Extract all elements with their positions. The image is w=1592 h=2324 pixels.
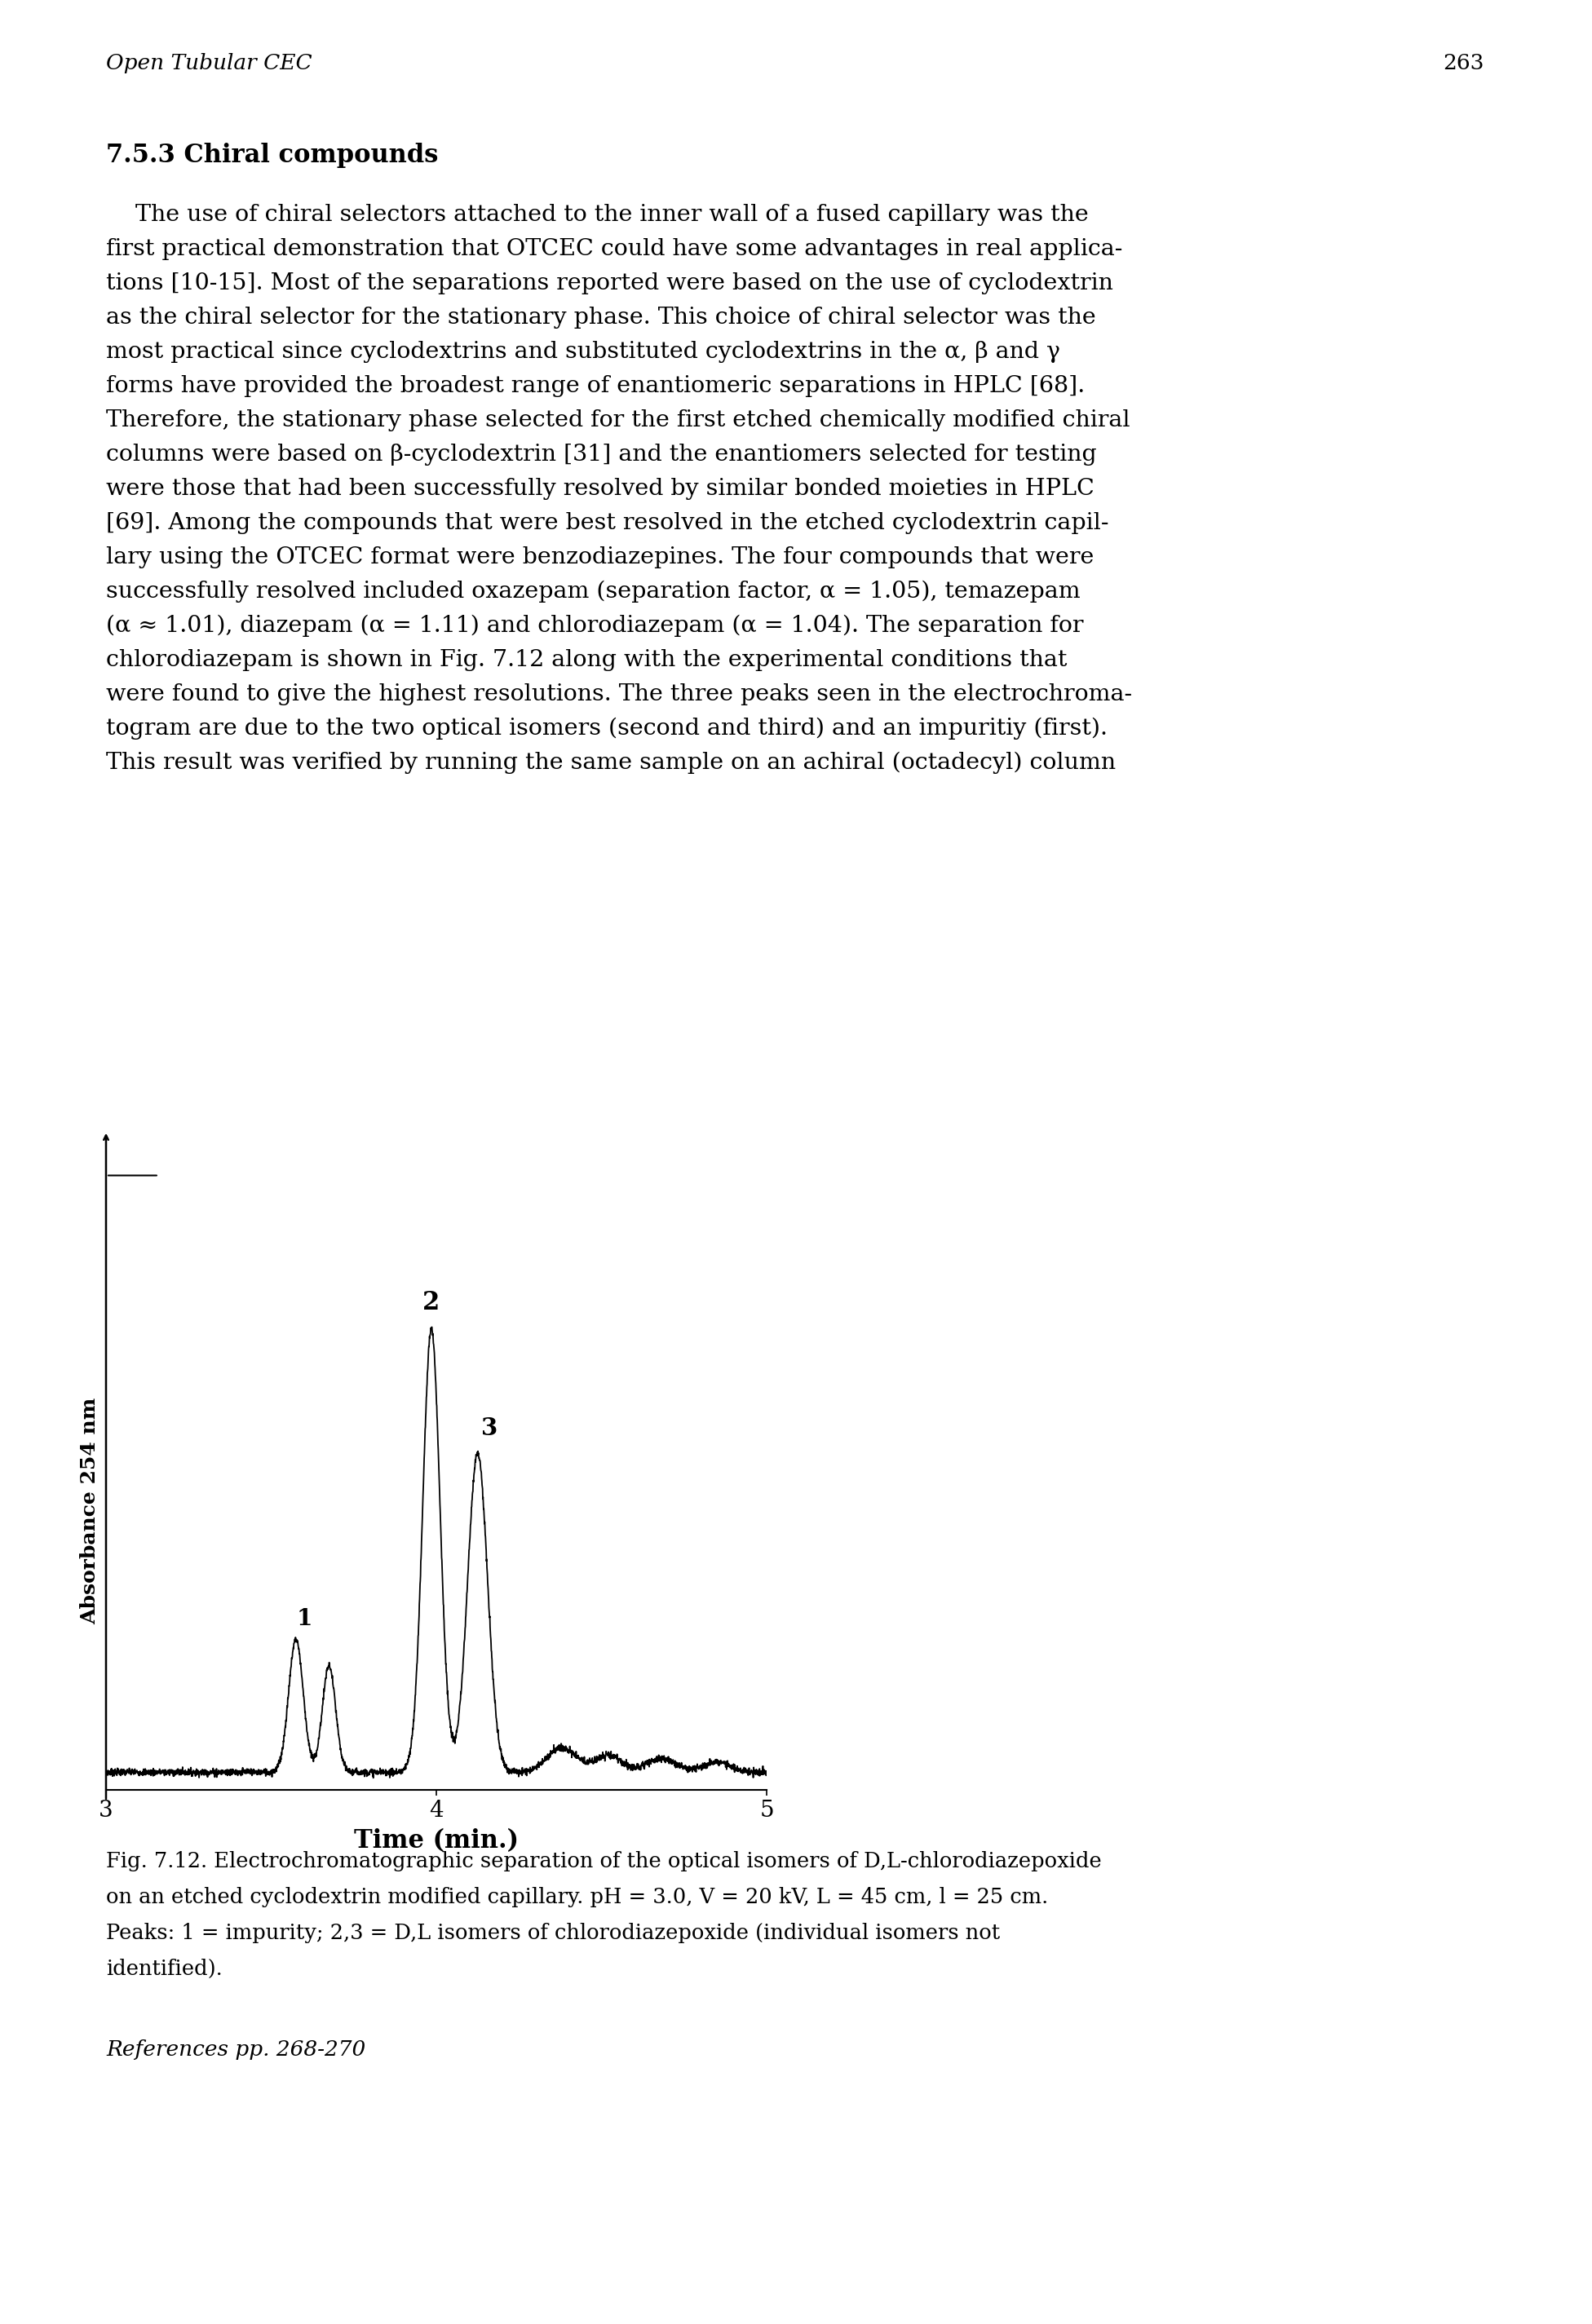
Text: Open Tubular CEC: Open Tubular CEC	[107, 53, 312, 74]
Text: first practical demonstration that OTCEC could have some advantages in real appl: first practical demonstration that OTCEC…	[107, 237, 1122, 260]
Text: Fig. 7.12. Electrochromatographic separation of the optical isomers of D,L-chlor: Fig. 7.12. Electrochromatographic separa…	[107, 1850, 1102, 1871]
Text: most practical since cyclodextrins and substituted cyclodextrins in the α, β and: most practical since cyclodextrins and s…	[107, 342, 1060, 363]
Text: The use of chiral selectors attached to the inner wall of a fused capillary was : The use of chiral selectors attached to …	[107, 205, 1089, 225]
Text: 3: 3	[481, 1415, 497, 1439]
Text: 7.5.3 Chiral compounds: 7.5.3 Chiral compounds	[107, 142, 438, 167]
Text: successfully resolved included oxazepam (separation factor, α = 1.05), temazepam: successfully resolved included oxazepam …	[107, 581, 1081, 602]
Text: chlorodiazepam is shown in Fig. 7.12 along with the experimental conditions that: chlorodiazepam is shown in Fig. 7.12 alo…	[107, 648, 1067, 672]
Text: [69]. Among the compounds that were best resolved in the etched cyclodextrin cap: [69]. Among the compounds that were best…	[107, 511, 1108, 535]
Text: Therefore, the stationary phase selected for the first etched chemically modifie: Therefore, the stationary phase selected…	[107, 409, 1130, 432]
Text: togram are due to the two optical isomers (second and third) and an impuritiy (f: togram are due to the two optical isomer…	[107, 718, 1108, 739]
Text: Peaks: 1 = impurity; 2,3 = D,L isomers of chlorodiazepoxide (individual isomers : Peaks: 1 = impurity; 2,3 = D,L isomers o…	[107, 1922, 1000, 1943]
Text: were those that had been successfully resolved by similar bonded moieties in HPL: were those that had been successfully re…	[107, 479, 1094, 500]
Text: were found to give the highest resolutions. The three peaks seen in the electroc: were found to give the highest resolutio…	[107, 683, 1132, 706]
Text: This result was verified by running the same sample on an achiral (octadecyl) co: This result was verified by running the …	[107, 753, 1116, 774]
Text: 2: 2	[423, 1290, 439, 1315]
Text: lary using the OTCEC format were benzodiazepines. The four compounds that were: lary using the OTCEC format were benzodi…	[107, 546, 1094, 569]
Text: tions [10-15]. Most of the separations reported were based on the use of cyclode: tions [10-15]. Most of the separations r…	[107, 272, 1113, 295]
Text: References pp. 268-270: References pp. 268-270	[107, 2040, 366, 2059]
Text: on an etched cyclodextrin modified capillary. pH = 3.0, V = 20 kV, L = 45 cm, l : on an etched cyclodextrin modified capil…	[107, 1887, 1048, 1908]
Text: as the chiral selector for the stationary phase. This choice of chiral selector : as the chiral selector for the stationar…	[107, 307, 1095, 328]
Text: forms have provided the broadest range of enantiomeric separations in HPLC [68].: forms have provided the broadest range o…	[107, 374, 1084, 397]
X-axis label: Time (min.): Time (min.)	[353, 1829, 519, 1855]
Text: columns were based on β-cyclodextrin [31] and the enantiomers selected for testi: columns were based on β-cyclodextrin [31…	[107, 444, 1097, 465]
Text: (α ≈ 1.01), diazepam (α = 1.11) and chlorodiazepam (α = 1.04). The separation fo: (α ≈ 1.01), diazepam (α = 1.11) and chlo…	[107, 616, 1084, 637]
Text: 263: 263	[1444, 53, 1484, 74]
Y-axis label: Absorbance 254 nm: Absorbance 254 nm	[80, 1397, 99, 1624]
Text: 1: 1	[296, 1608, 312, 1631]
Text: identified).: identified).	[107, 1959, 223, 1980]
